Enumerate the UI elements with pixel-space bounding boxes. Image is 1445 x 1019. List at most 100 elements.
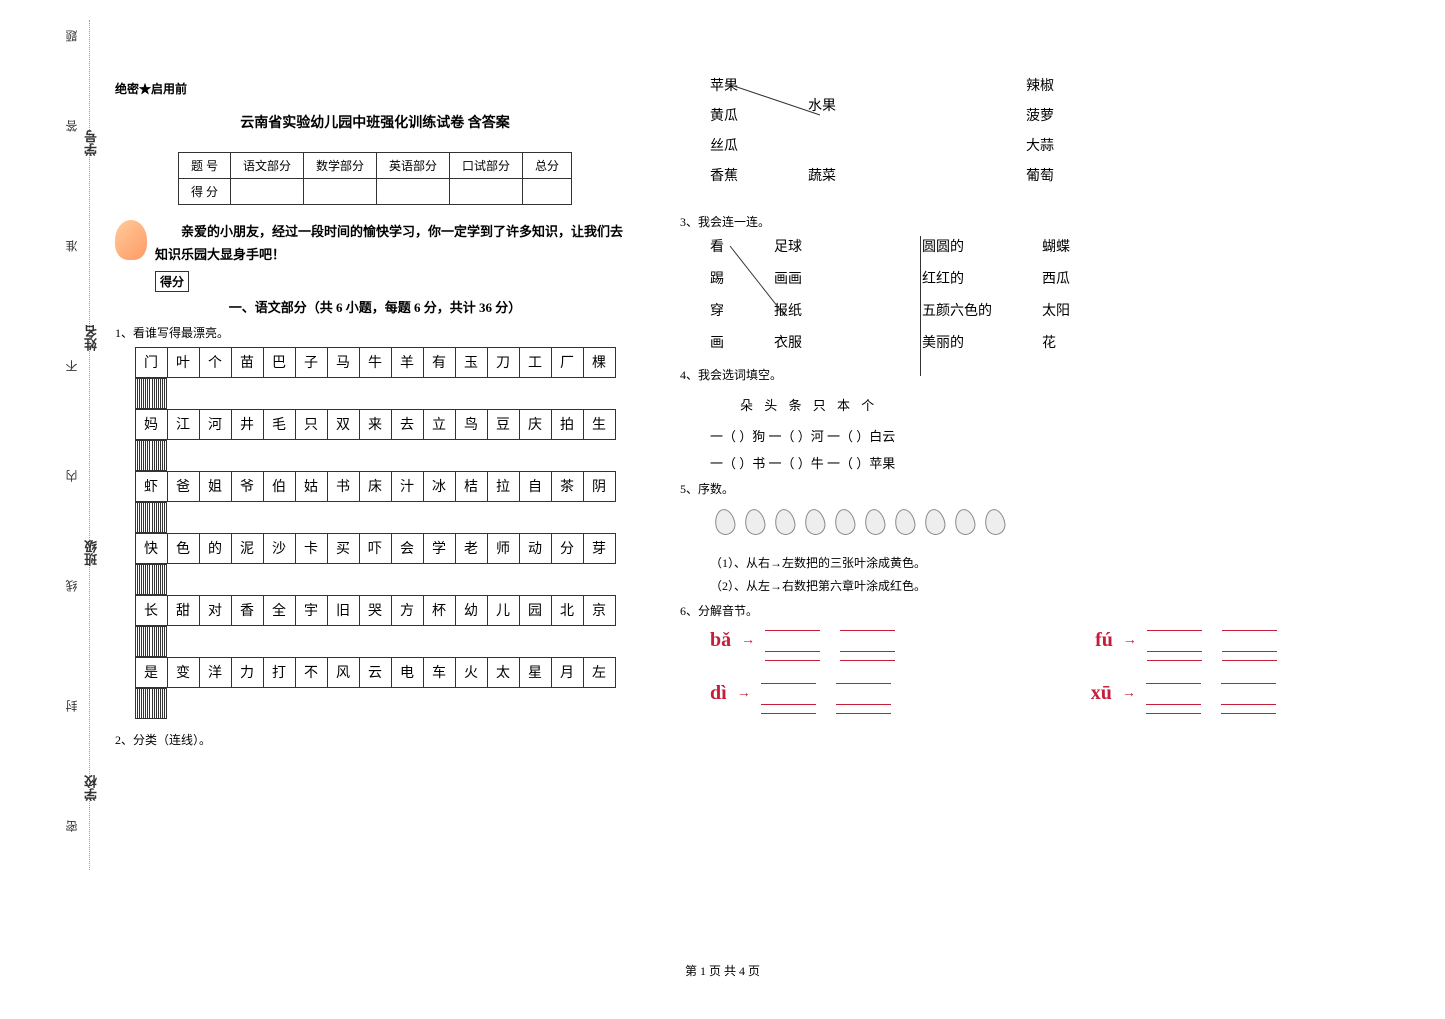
pinyin-blank[interactable]	[836, 683, 891, 705]
spine-field-school: 学校	[82, 775, 101, 801]
char-cell: 沙	[263, 533, 295, 563]
spine-char: 封	[63, 700, 80, 712]
spine-char: 准	[63, 240, 80, 252]
spine-char: 题	[63, 30, 80, 42]
q2-right-col: 辣椒 菠萝 大蒜 葡萄	[1026, 75, 1054, 205]
score-cell[interactable]	[377, 179, 450, 205]
score-header: 语文部分	[230, 153, 303, 179]
q3-group-2: 圆圆的 红红的 五颜六色的 美丽的 蝴蝶 西瓜 太阳 花	[922, 236, 1070, 352]
leaf-icon	[920, 507, 948, 539]
q3-col: 看 踢 穿 画	[710, 236, 724, 352]
match-item: 水果	[808, 95, 836, 115]
match-item: 足球	[774, 236, 802, 256]
pinyin-row-1: bǎ → fú →	[680, 629, 1300, 652]
pinyin-blank[interactable]	[1221, 683, 1276, 705]
write-cell[interactable]	[164, 502, 166, 532]
char-cell: 洋	[199, 657, 231, 687]
char-cell: 园	[519, 595, 551, 625]
char-cell: 姐	[199, 471, 231, 501]
score-cell[interactable]	[303, 179, 376, 205]
spine-char: 答	[63, 120, 80, 132]
char-cell: 巴	[263, 347, 295, 377]
char-cell: 庆	[519, 409, 551, 439]
char-cell: 井	[231, 409, 263, 439]
char-cell: 生	[583, 409, 615, 439]
char-cell: 拍	[551, 409, 583, 439]
char-cell: 北	[551, 595, 583, 625]
arrow-icon: →	[1122, 686, 1136, 702]
q3-col: 蝴蝶 西瓜 太阳 花	[1042, 236, 1070, 352]
q4-word-bank: 朵 头 条 只 本 个	[710, 395, 1300, 414]
mascot-icon	[115, 220, 147, 260]
score-header: 英语部分	[377, 153, 450, 179]
match-item: 葡萄	[1026, 165, 1054, 185]
pinyin-blanks	[761, 683, 891, 705]
q5-sub-2: （2）、从左→右数把第六章叶涂成红色。	[680, 577, 1300, 594]
char-cell: 宇	[295, 595, 327, 625]
char-cell: 虾	[135, 471, 167, 501]
write-cell[interactable]	[164, 378, 166, 408]
char-cell: 卡	[295, 533, 327, 563]
match-item: 画	[710, 332, 724, 352]
write-cell[interactable]	[164, 564, 166, 594]
char-cell: 妈	[135, 409, 167, 439]
char-cell: 双	[327, 409, 359, 439]
match-item: 踢	[710, 268, 724, 288]
pinyin-blank[interactable]	[840, 630, 895, 652]
leaf-icon	[770, 507, 798, 539]
char-cell: 学	[423, 533, 455, 563]
section-1-title: 一、语文部分（共 6 小题，每题 6 分，共计 36 分）	[115, 297, 635, 316]
pinyin-blank[interactable]	[765, 630, 820, 652]
char-cell: 个	[199, 347, 231, 377]
char-cell: 会	[391, 533, 423, 563]
pinyin-blank[interactable]	[761, 683, 816, 705]
match-item: 太阳	[1042, 300, 1070, 320]
score-table: 题 号 语文部分 数学部分 英语部分 口试部分 总分 得 分	[178, 152, 572, 205]
page-footer: 第 1 页 共 4 页	[0, 962, 1445, 979]
score-cell[interactable]	[230, 179, 303, 205]
match-item: 美丽的	[922, 332, 992, 352]
char-cell: 月	[551, 657, 583, 687]
char-cell: 泥	[231, 533, 263, 563]
pinyin-row-2: dì → xū →	[680, 682, 1300, 705]
char-cell: 爷	[231, 471, 263, 501]
char-cell: 有	[423, 347, 455, 377]
q3-col: 圆圆的 红红的 五颜六色的 美丽的	[922, 236, 992, 352]
char-cell: 打	[263, 657, 295, 687]
write-cell[interactable]	[164, 440, 166, 470]
score-cell[interactable]	[523, 179, 572, 205]
pinyin-blank[interactable]	[1146, 683, 1201, 705]
match-item: 画画	[774, 268, 802, 288]
pinyin-blank[interactable]	[1147, 630, 1202, 652]
pinyin-blank[interactable]	[1222, 630, 1277, 652]
write-cell[interactable]	[164, 626, 166, 656]
match-item: 红红的	[922, 268, 992, 288]
spine-char: 不	[63, 360, 80, 372]
score-cell[interactable]	[450, 179, 523, 205]
char-cell: 电	[391, 657, 423, 687]
match-item: 圆圆的	[922, 236, 992, 256]
leaf-icon	[950, 507, 978, 539]
intro-block: 亲爱的小朋友，经过一段时间的愉快学习，你一定学到了许多知识，让我们去知识乐园大显…	[115, 220, 635, 292]
match-item: 花	[1042, 332, 1070, 352]
char-cell: 棵	[583, 347, 615, 377]
char-cell: 全	[263, 595, 295, 625]
char-cell: 茶	[551, 471, 583, 501]
q4-line-1: 一（ ）狗 一（ ）河 一（ ）白云	[710, 426, 1300, 445]
char-cell: 阴	[583, 471, 615, 501]
char-cell: 牛	[359, 347, 391, 377]
spine-field-id: 学号	[82, 130, 101, 156]
score-row-label: 得 分	[178, 179, 230, 205]
write-cell[interactable]	[164, 688, 166, 718]
score-header: 总分	[523, 153, 572, 179]
pinyin-item: fú →	[1095, 629, 1277, 652]
pinyin-syllable: xū	[1091, 682, 1112, 705]
leaf-icon	[740, 507, 768, 539]
leaf-icon	[830, 507, 858, 539]
char-cell: 火	[455, 657, 487, 687]
char-cell: 买	[327, 533, 359, 563]
char-cell: 方	[391, 595, 423, 625]
char-cell: 只	[295, 409, 327, 439]
intro-text: 亲爱的小朋友，经过一段时间的愉快学习，你一定学到了许多知识，让我们去知识乐园大显…	[155, 220, 635, 267]
q2-left-col: 苹果 黄瓜 丝瓜 香蕉	[710, 75, 738, 205]
